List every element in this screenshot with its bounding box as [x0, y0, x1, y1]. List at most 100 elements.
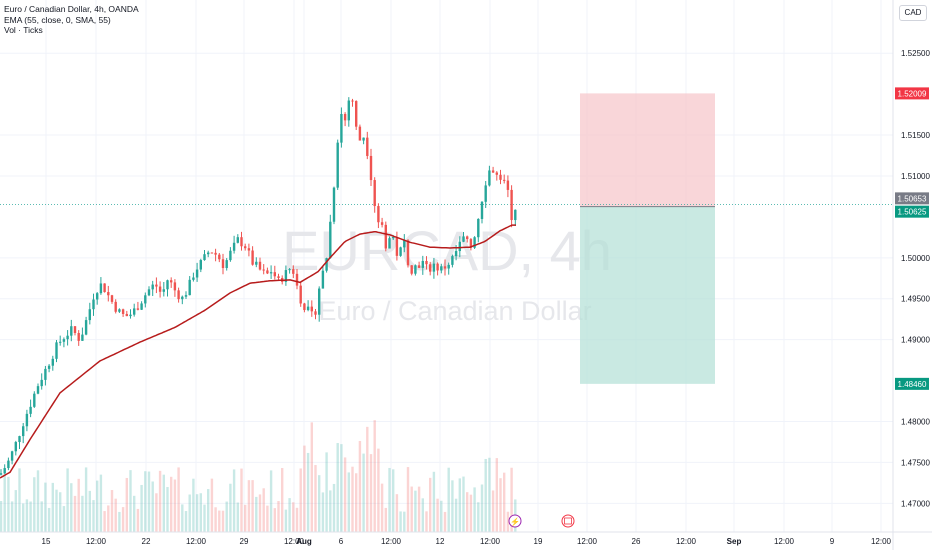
- candle-body: [340, 114, 343, 143]
- volume-bar: [332, 483, 336, 532]
- take-profit-zone: [580, 206, 715, 384]
- volume-bar: [3, 472, 6, 532]
- volume-bar: [255, 496, 258, 532]
- legend-symbol[interactable]: Euro / Canadian Dollar, 4h, OANDA: [4, 4, 139, 14]
- volume-bar: [247, 480, 251, 532]
- stop-loss-zone: [580, 93, 715, 207]
- currency-button[interactable]: CAD: [899, 5, 927, 21]
- candle-body: [0, 473, 3, 475]
- candle-body: [454, 251, 458, 257]
- time-tick-label: 12:00: [186, 537, 207, 546]
- candle-body: [447, 264, 450, 269]
- volume-bar: [125, 477, 128, 532]
- volume-bar: [22, 503, 25, 532]
- volume-bar: [181, 504, 184, 532]
- volume-bar: [281, 468, 284, 532]
- candle-body: [214, 252, 217, 255]
- volume-bar: [110, 490, 114, 532]
- volume-bar: [447, 467, 450, 532]
- candle-body: [155, 284, 158, 287]
- candle-body: [436, 263, 439, 271]
- volume-bar: [88, 490, 91, 532]
- price-tick-label: 1.47000: [901, 499, 930, 508]
- candle-body: [240, 237, 243, 247]
- candle-body: [251, 250, 254, 265]
- candle-body: [343, 114, 347, 121]
- candle-body: [96, 293, 99, 300]
- candle-body: [18, 436, 21, 443]
- candle-body: [269, 272, 273, 274]
- volume-bar: [458, 478, 461, 532]
- volume-bar: [14, 490, 17, 532]
- candle-body: [236, 237, 239, 243]
- candle-body: [380, 222, 384, 225]
- candle-body: [81, 334, 84, 341]
- volume-bar: [218, 510, 221, 532]
- volume-bar: [380, 483, 384, 532]
- volume-bars: [0, 420, 517, 532]
- volume-bar: [303, 445, 306, 532]
- volume-bar: [421, 498, 424, 532]
- candle-body: [284, 270, 288, 282]
- candle-body: [425, 260, 428, 265]
- volume-bar: [510, 467, 513, 532]
- volume-bar: [454, 498, 458, 532]
- volume-bar: [7, 476, 10, 532]
- time-tick-label: 26: [632, 537, 641, 546]
- candle-body: [173, 282, 177, 291]
- candle-body: [258, 261, 262, 270]
- volume-bar: [136, 508, 140, 532]
- event-markers: ⚡: [508, 514, 575, 528]
- volume-bar: [495, 458, 498, 532]
- candle-body: [125, 313, 128, 317]
- price-tick-label: 1.48000: [901, 418, 930, 427]
- price-tick-label: 1.49000: [901, 336, 930, 345]
- volume-bar: [314, 465, 317, 532]
- watermark: EURCAD, 4h Euro / Canadian Dollar: [282, 219, 612, 326]
- candle-body: [491, 170, 495, 173]
- legend-ema[interactable]: EMA (55, close, 0, SMA, 55): [4, 14, 111, 25]
- volume-bar: [77, 478, 80, 532]
- volume-bar: [469, 494, 473, 532]
- volume-bar: [355, 473, 358, 532]
- candle-body: [203, 254, 206, 261]
- candle-body: [325, 258, 328, 271]
- candle-body: [406, 240, 410, 266]
- candle-body: [3, 468, 6, 474]
- volume-bar: [118, 511, 121, 532]
- candle-body: [192, 277, 195, 280]
- candle-body: [33, 393, 36, 407]
- candle-body: [355, 101, 358, 127]
- volume-bar: [40, 501, 43, 532]
- volume-bar: [207, 489, 210, 532]
- candle-body: [403, 240, 406, 248]
- candle-body: [332, 187, 336, 222]
- candle-body: [421, 260, 424, 268]
- volume-bar: [236, 502, 239, 532]
- legend-volume[interactable]: Vol · Ticks: [4, 25, 43, 35]
- volume-bar: [366, 426, 369, 532]
- candle-body: [114, 301, 117, 312]
- candle-body: [199, 260, 202, 270]
- time-tick-label: Sep: [727, 537, 742, 546]
- volume-bar: [262, 488, 265, 532]
- volume-bar: [462, 476, 465, 532]
- candle-body: [188, 279, 191, 296]
- candle-body: [429, 264, 432, 272]
- candle-body: [440, 266, 443, 271]
- volume-bar: [503, 472, 506, 532]
- volume-bar: [66, 468, 69, 532]
- price-tick-label: 1.51000: [901, 172, 930, 181]
- volume-bar: [51, 482, 54, 532]
- candle-body: [395, 236, 399, 256]
- time-tick-label: 6: [339, 537, 344, 546]
- candle-body: [336, 142, 339, 188]
- volume-bar: [473, 487, 476, 532]
- price-tick-label: 1.52500: [901, 49, 930, 58]
- volume-bar: [506, 511, 510, 532]
- candle-body: [7, 460, 10, 469]
